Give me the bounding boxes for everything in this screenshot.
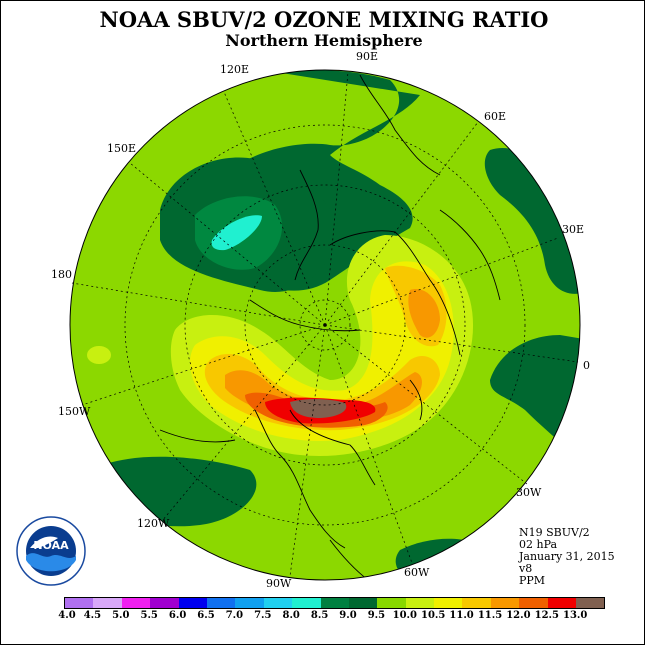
colorbar-swatch — [377, 598, 406, 608]
pressure-level-label: 02 hPa — [519, 538, 558, 551]
colorbar — [64, 597, 606, 609]
date-label: January 31, 2015 — [519, 550, 615, 563]
colorbar-tick-label: 8.5 — [310, 610, 329, 621]
lon-label-150e: 150E — [107, 142, 137, 155]
colorbar-tick-label: 12.5 — [534, 610, 559, 621]
lon-label-150w: 150W — [58, 405, 91, 418]
colorbar-tick-label: 4.5 — [83, 610, 102, 621]
lon-label-60w: 60W — [404, 566, 430, 579]
lon-label-0: 0 — [583, 359, 590, 372]
colorbar-swatch — [434, 598, 463, 608]
lon-label-60e: 60E — [484, 110, 507, 123]
colorbar-ticks: 4.0 4.5 5.0 5.5 6.0 6.5 7.0 7.5 8.0 8.5 9.0 9.5 10.0… — [0, 610, 648, 624]
colorbar-swatch — [263, 598, 293, 608]
instrument-label: N19 SBUV/2 — [519, 526, 590, 539]
colorbar-swatch — [519, 598, 548, 608]
lon-label-120w: 120W — [137, 517, 170, 530]
colorbar-swatch — [547, 598, 577, 608]
colorbar-swatch — [292, 598, 321, 608]
colorbar-tick-label: 11.0 — [449, 610, 474, 621]
colorbar-tick-label: 6.0 — [168, 610, 187, 621]
colorbar-tick-label: 7.0 — [225, 610, 244, 621]
graticule — [71, 71, 579, 577]
map-subtitle: Northern Hemisphere — [225, 31, 423, 50]
colorbar-swatch — [150, 598, 179, 608]
colorbar-swatch — [320, 598, 349, 608]
colorbar-swatch — [206, 598, 236, 608]
noaa-logo-text: NOAA — [33, 539, 69, 552]
colorbar-tick-label: 9.5 — [367, 610, 386, 621]
colorbar-swatch — [178, 598, 207, 608]
colorbar-swatch — [121, 598, 151, 608]
colorbar-swatch — [576, 598, 605, 608]
colorbar-tick-label: 11.5 — [477, 610, 503, 621]
lon-label-90e: 90E — [356, 50, 379, 63]
coastlines — [159, 74, 501, 580]
lon-label-90w: 90W — [266, 577, 292, 590]
colorbar-tick-label: 5.0 — [112, 610, 130, 621]
noaa-logo — [16, 516, 86, 586]
colorbar-tick-label: 13.0 — [563, 610, 588, 621]
map-title: NOAA SBUV/2 OZONE MIXING RATIO — [99, 7, 549, 32]
colorbar-tick-label: 7.5 — [254, 610, 272, 621]
field-10-0-spot — [87, 346, 111, 364]
lon-label-180: 180 — [51, 268, 72, 281]
colorbar-swatch — [93, 598, 122, 608]
map-boundary — [69, 69, 581, 581]
lon-label-30w: 30W — [516, 486, 542, 499]
colorbar-tick-label: 10.5 — [421, 610, 446, 621]
version-label: v8 — [519, 562, 533, 575]
colorbar-tick-label: 9.0 — [339, 610, 357, 621]
colorbar-tick-label: 8.0 — [282, 610, 300, 621]
field-13-0 — [290, 399, 347, 418]
colorbar-tick-label: 5.5 — [140, 610, 158, 621]
field-11-5-europe — [408, 289, 440, 338]
colorbar-tick-label: 12.0 — [506, 610, 531, 621]
colorbar-swatch — [235, 598, 264, 608]
colorbar-swatch — [405, 598, 435, 608]
colorbar-swatch — [65, 598, 94, 608]
lon-label-120e: 120E — [220, 63, 250, 76]
colorbar-tick-label: 6.5 — [197, 610, 215, 621]
lon-label-30e: 30E — [562, 223, 585, 236]
info-block: N19 SBUV/2 02 hPa January 31, 2015 v8 PP… — [519, 527, 615, 587]
units-label: PPM — [519, 574, 546, 587]
colorbar-swatch — [490, 598, 520, 608]
colorbar-tick-label: 10.0 — [392, 610, 417, 621]
colorbar-swatch — [348, 598, 378, 608]
colorbar-tick-label: 4.0 — [58, 610, 76, 621]
colorbar-swatch — [462, 598, 491, 608]
